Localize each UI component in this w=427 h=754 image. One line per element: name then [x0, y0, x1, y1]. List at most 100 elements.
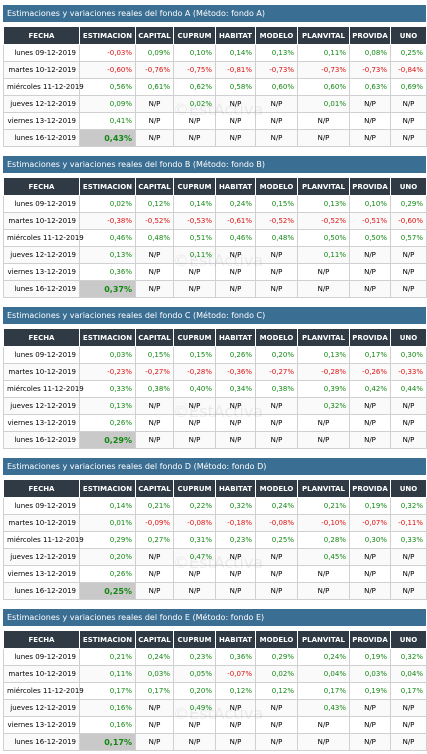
cell-cuprum: N/P [173, 263, 216, 281]
panel-title: Estimaciones y variaciones reales del fo… [3, 458, 426, 475]
cell-modelo: N/P [255, 246, 298, 264]
cell-planvital: 0,60% [297, 78, 350, 96]
cell-planvital: 0,24% [297, 648, 350, 666]
cell-habitat: N/P [215, 129, 256, 147]
cell-habitat: 0,23% [215, 531, 256, 549]
cell-uno: 0,69% [390, 78, 427, 96]
cell-uno: 0,57% [390, 229, 427, 247]
cell-date: viernes 13-12-2019 [3, 112, 80, 130]
cell-modelo: 0,13% [255, 44, 298, 62]
column-header-planvital: PLANVITAL [297, 479, 350, 498]
cell-provida: N/P [349, 280, 391, 298]
cell-capital: -0,76% [135, 61, 174, 79]
cell-uno: N/P [390, 548, 427, 566]
cell-provida: 0,30% [349, 531, 391, 549]
cell-provida: 0,19% [349, 682, 391, 700]
cell-uno: N/P [390, 733, 427, 751]
cell-planvital: N/P [297, 263, 350, 281]
cell-cuprum: 0,62% [173, 78, 216, 96]
cell-estimacion: 0,33% [79, 380, 136, 398]
cell-modelo: N/P [255, 733, 298, 751]
cell-planvital: 0,28% [297, 531, 350, 549]
cell-capital: 0,15% [135, 346, 174, 364]
cell-habitat: N/P [215, 263, 256, 281]
cell-uno: N/P [390, 263, 427, 281]
column-header-uno: UNO [390, 26, 427, 45]
fund-panel-e: Estimaciones y variaciones reales del fo… [3, 609, 427, 751]
cell-planvital: 0,45% [297, 548, 350, 566]
cell-estimacion: -0,60% [79, 61, 136, 79]
cell-date: martes 10-12-2019 [3, 514, 80, 532]
cell-estimacion: 0,03% [79, 346, 136, 364]
cell-date: viernes 13-12-2019 [3, 716, 80, 734]
cell-cuprum: 0,14% [173, 195, 216, 213]
cell-cuprum: N/P [173, 565, 216, 583]
cell-cuprum: N/P [173, 733, 216, 751]
header-row: FECHA ESTIMACION CAPITAL CUPRUM HABITAT MODEL… [3, 177, 427, 196]
cell-cuprum: -0,28% [173, 363, 216, 381]
table-row: jueves 12-12-2019 0,13% N/P 0,11% N/P N/P 0,11… [3, 246, 427, 264]
table-row: martes 10-12-2019 -0,23% -0,27% -0,28% -0,36… [3, 363, 427, 381]
cell-capital: -0,52% [135, 212, 174, 230]
cell-modelo: N/P [255, 280, 298, 298]
cell-cuprum: 0,23% [173, 648, 216, 666]
cell-habitat: N/P [215, 716, 256, 734]
cell-habitat: -0,18% [215, 514, 256, 532]
cell-planvital: -0,10% [297, 514, 350, 532]
cell-date: lunes 09-12-2019 [3, 346, 80, 364]
column-header-cuprum: CUPRUM [173, 328, 216, 347]
cell-planvital: N/P [297, 582, 350, 600]
cell-date: lunes 09-12-2019 [3, 648, 80, 666]
table-row: lunes 09-12-2019 0,03% 0,15% 0,15% 0,26% 0,20… [3, 346, 427, 364]
cell-cuprum: -0,53% [173, 212, 216, 230]
cell-provida: N/P [349, 716, 391, 734]
cell-uno: 0,44% [390, 380, 427, 398]
column-header-date: FECHA [3, 479, 80, 498]
column-header-provida: PROVIDA [349, 177, 391, 196]
column-header-modelo: MODELO [255, 26, 298, 45]
cell-habitat: 0,26% [215, 346, 256, 364]
cell-habitat: N/P [215, 280, 256, 298]
cell-date: lunes 09-12-2019 [3, 195, 80, 213]
cell-planvital: 0,13% [297, 195, 350, 213]
cell-provida: 0,19% [349, 497, 391, 515]
column-header-modelo: MODELO [255, 630, 298, 649]
cell-planvital: -0,28% [297, 363, 350, 381]
cell-provida: 0,19% [349, 648, 391, 666]
table-row: lunes 16-12-2019 0,29% N/P N/P N/P N/P N/P N/P N… [3, 431, 427, 449]
cell-habitat: N/P [215, 414, 256, 432]
cell-provida: N/P [349, 263, 391, 281]
cell-modelo: 0,48% [255, 229, 298, 247]
cell-cuprum: N/P [173, 414, 216, 432]
cell-modelo: -0,52% [255, 212, 298, 230]
cell-date: jueves 12-12-2019 [3, 95, 80, 113]
cell-provida: N/P [349, 582, 391, 600]
cell-estimacion: 0,56% [79, 78, 136, 96]
table-row: miércoles 11-12-2019 0,17% 0,17% 0,20% 0,12%… [3, 682, 427, 700]
table-row: lunes 16-12-2019 0,37% N/P N/P N/P N/P N/P N/P N… [3, 280, 427, 298]
cell-modelo: 0,38% [255, 380, 298, 398]
cell-provida: 0,63% [349, 78, 391, 96]
cell-uno: N/P [390, 112, 427, 130]
cell-estimacion: 0,13% [79, 246, 136, 264]
column-header-cuprum: CUPRUM [173, 479, 216, 498]
cell-uno: 0,32% [390, 648, 427, 666]
cell-date: jueves 12-12-2019 [3, 397, 80, 415]
fund-panel-d: Estimaciones y variaciones reales del fo… [3, 458, 427, 600]
cell-planvital: N/P [297, 431, 350, 449]
cell-capital: 0,61% [135, 78, 174, 96]
cell-provida: 0,17% [349, 346, 391, 364]
cell-cuprum: 0,49% [173, 699, 216, 717]
cell-planvital: N/P [297, 129, 350, 147]
cell-planvital: 0,32% [297, 397, 350, 415]
cell-estimacion: 0,02% [79, 195, 136, 213]
cell-estimacion: -0,23% [79, 363, 136, 381]
cell-habitat: N/P [215, 699, 256, 717]
cell-modelo: N/P [255, 112, 298, 130]
cell-habitat: 0,12% [215, 682, 256, 700]
cell-habitat: 0,24% [215, 195, 256, 213]
cell-date: lunes 16-12-2019 [3, 582, 80, 600]
cell-planvital: N/P [297, 716, 350, 734]
panel-title: Estimaciones y variaciones reales del fo… [3, 5, 426, 22]
cell-cuprum: 0,47% [173, 548, 216, 566]
